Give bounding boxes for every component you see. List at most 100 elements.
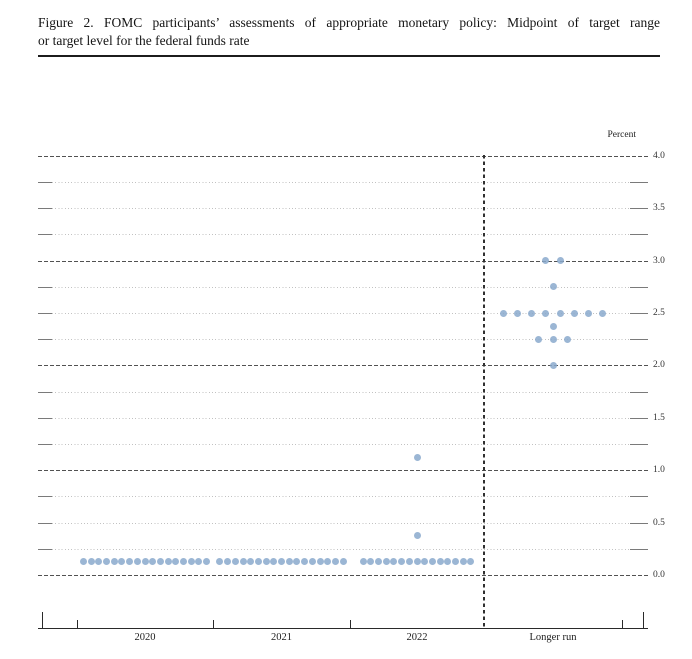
projection-dot xyxy=(413,532,421,540)
gridline-right-tick xyxy=(630,496,648,498)
projection-dot xyxy=(187,558,195,566)
projection-dot xyxy=(141,558,149,566)
projection-dot xyxy=(231,558,239,566)
gridline-minor xyxy=(52,417,630,419)
projection-dot xyxy=(79,558,87,566)
longer-run-separator-line xyxy=(483,155,485,629)
projection-dot xyxy=(585,309,592,317)
projection-dot xyxy=(563,335,571,343)
projection-dot xyxy=(549,335,557,343)
gridline-left-tick xyxy=(38,208,52,210)
projection-dot xyxy=(110,558,118,566)
gridline-left-tick xyxy=(38,286,52,288)
projection-dot xyxy=(180,558,187,566)
projection-dot xyxy=(224,558,232,566)
projection-dot xyxy=(459,558,467,566)
y-tick-label: 0.0 xyxy=(653,570,665,580)
x-category-label: 2022 xyxy=(406,632,428,643)
gridline-major xyxy=(38,155,648,157)
projection-dot xyxy=(570,309,578,317)
gridline-left-tick xyxy=(38,444,52,445)
gridline-major xyxy=(38,260,648,262)
gridline-minor xyxy=(52,182,630,183)
x-axis-end-tick xyxy=(42,612,44,628)
x-axis-tick xyxy=(77,620,79,628)
projection-dot xyxy=(293,558,301,566)
projection-dot xyxy=(413,558,421,566)
gridline-right-tick xyxy=(630,286,648,288)
x-axis-tick xyxy=(622,620,624,628)
projection-dot xyxy=(172,558,180,566)
projection-dot xyxy=(444,558,452,566)
gridline-right-tick xyxy=(630,234,648,236)
gridline-major xyxy=(38,365,648,367)
projection-dot xyxy=(542,257,550,265)
projection-dot xyxy=(278,558,285,566)
x-category-label: 2020 xyxy=(134,632,156,643)
projection-dot xyxy=(262,558,270,566)
projection-dot xyxy=(254,558,262,566)
projection-dot xyxy=(542,309,550,317)
y-tick-label: 4.0 xyxy=(653,150,665,161)
projection-dot xyxy=(549,283,557,291)
projection-dot xyxy=(405,558,413,566)
gridline-left-tick xyxy=(38,391,52,393)
projection-dot xyxy=(436,558,444,566)
projection-dot xyxy=(339,558,347,566)
gridline-right-tick xyxy=(630,548,648,550)
projection-dot xyxy=(528,309,536,317)
x-axis-line xyxy=(38,628,648,630)
gridline-left-tick xyxy=(38,417,52,419)
x-category-label: 2021 xyxy=(271,632,292,643)
projection-dot xyxy=(247,558,255,566)
projection-dot xyxy=(390,558,398,566)
x-category-label: Longer run xyxy=(529,632,577,643)
projection-dot xyxy=(331,558,339,566)
projection-dot xyxy=(149,558,157,566)
gridline-minor xyxy=(52,548,630,550)
gridline-right-tick xyxy=(630,522,648,524)
gridline-right-tick xyxy=(630,339,648,341)
gridline-left-tick xyxy=(38,522,52,524)
gridline-left-tick xyxy=(38,339,52,341)
gridline-minor xyxy=(52,208,630,210)
projection-dot xyxy=(413,453,421,461)
gridline-minor xyxy=(52,522,630,524)
projection-dot xyxy=(103,558,110,566)
projection-dot xyxy=(95,558,103,566)
projection-dot xyxy=(301,558,309,566)
gridline-right-tick xyxy=(630,391,648,393)
gridline-right-tick xyxy=(630,444,648,445)
projection-dot xyxy=(452,558,459,566)
y-tick-label: 3.0 xyxy=(653,255,665,266)
projection-dot xyxy=(398,558,406,566)
projection-dot xyxy=(599,309,607,317)
projection-dot xyxy=(316,558,324,566)
gridline-major xyxy=(38,470,648,472)
figure-title: Figure 2. FOMC participants’ assessments… xyxy=(38,14,660,50)
gridline-minor xyxy=(52,313,630,314)
x-axis-tick xyxy=(350,620,352,628)
gridline-major xyxy=(38,575,648,576)
projection-dot xyxy=(87,558,95,566)
projection-dot xyxy=(324,558,332,566)
projection-dot xyxy=(164,558,172,566)
projection-dot xyxy=(428,558,436,566)
projection-dot xyxy=(467,558,475,566)
projection-dot xyxy=(216,558,224,566)
projection-dot xyxy=(270,558,278,566)
gridline-minor xyxy=(52,286,630,288)
gridline-right-tick xyxy=(630,417,648,419)
gridline-minor xyxy=(52,234,630,236)
projection-dot xyxy=(203,558,211,566)
projection-dot xyxy=(133,558,141,566)
projection-dot xyxy=(156,558,164,566)
projection-dot xyxy=(549,361,557,369)
projection-dot xyxy=(499,309,507,317)
gridline-left-tick xyxy=(38,182,52,183)
projection-dot xyxy=(359,558,367,566)
gridline-left-tick xyxy=(38,234,52,236)
gridline-minor xyxy=(52,339,630,341)
